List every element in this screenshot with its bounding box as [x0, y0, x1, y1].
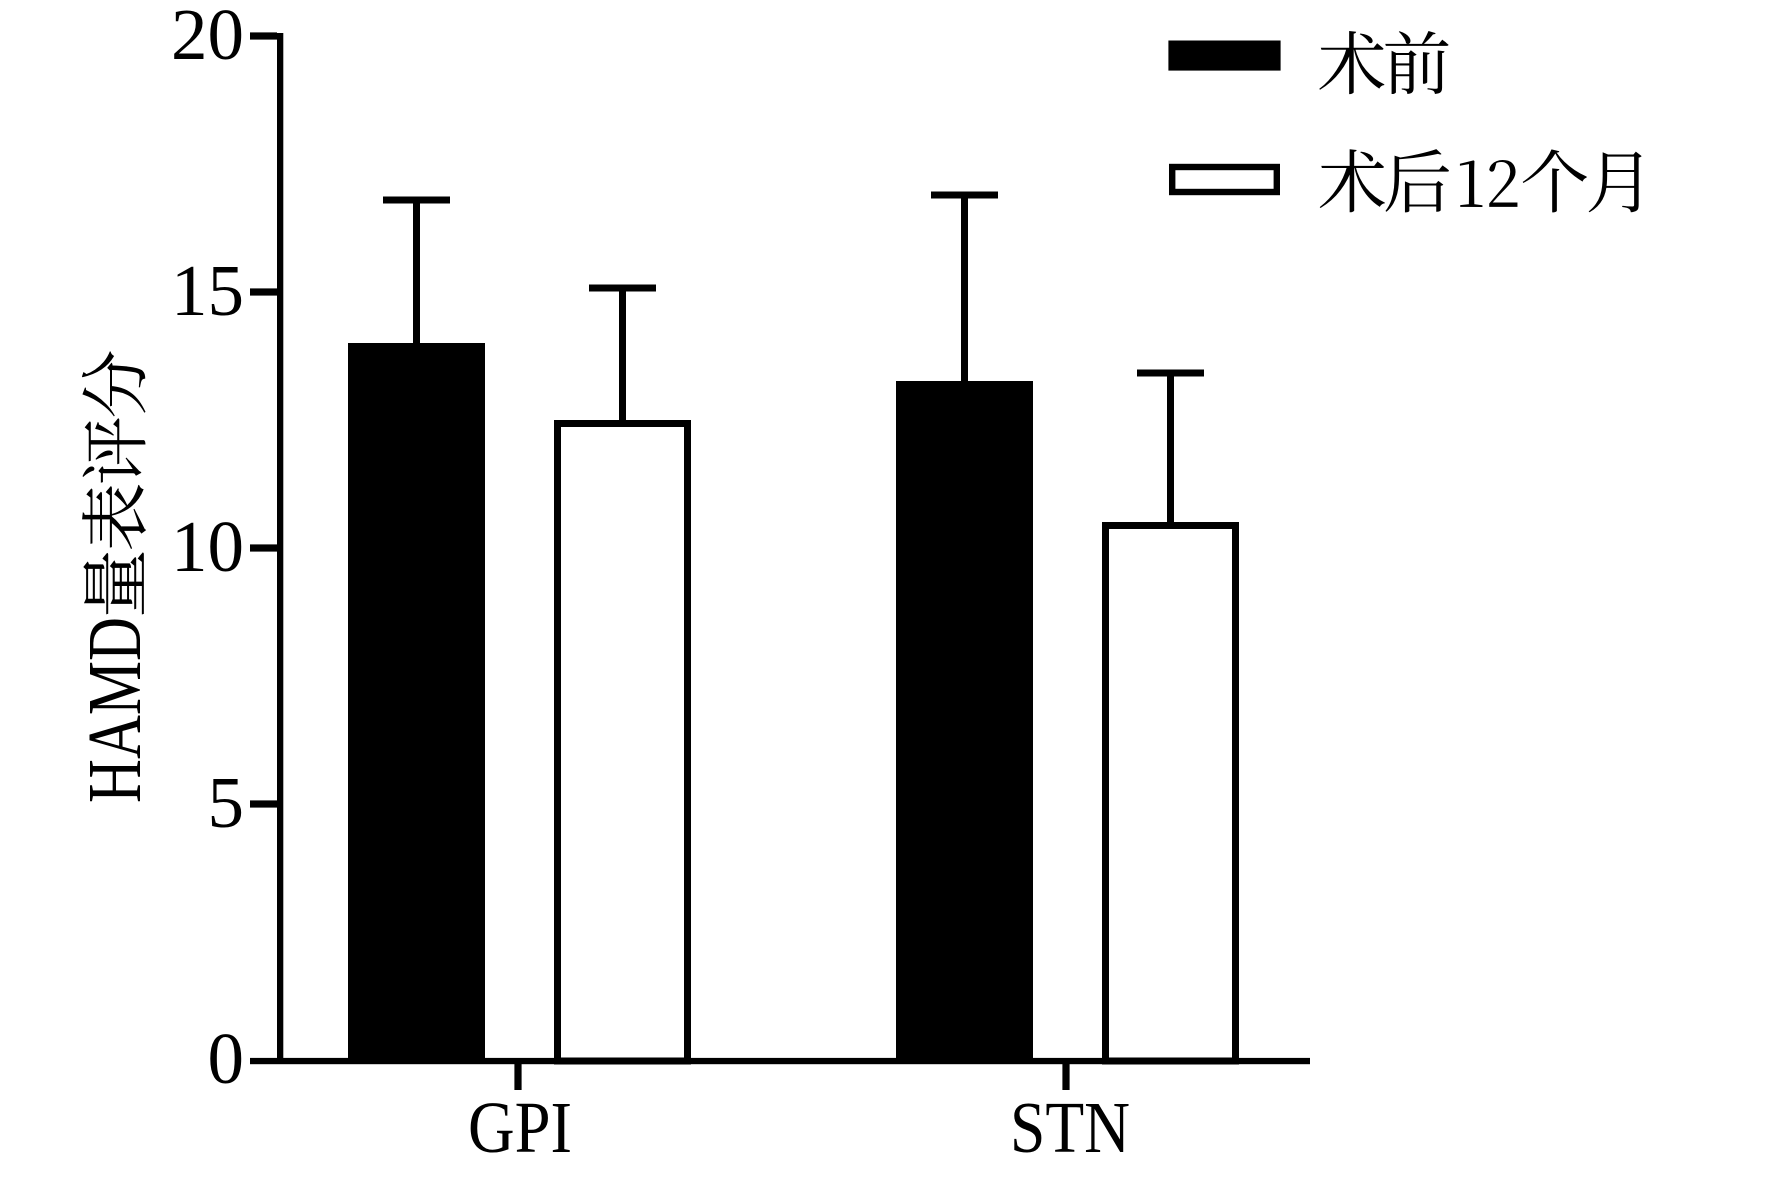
svg-text:5: 5 — [208, 762, 245, 843]
svg-text:HAMD: HAMD — [73, 617, 157, 803]
svg-text:10: 10 — [171, 506, 244, 587]
svg-text:GPI: GPI — [468, 1087, 572, 1168]
svg-text:0: 0 — [208, 1018, 245, 1099]
svg-text:20: 20 — [171, 0, 244, 75]
svg-text:15: 15 — [171, 250, 244, 331]
svg-text:STN: STN — [1010, 1087, 1130, 1168]
